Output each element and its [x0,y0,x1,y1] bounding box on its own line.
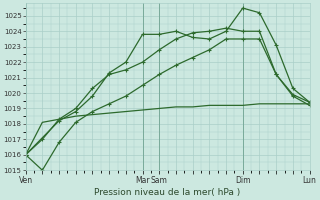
X-axis label: Pression niveau de la mer( hPa ): Pression niveau de la mer( hPa ) [94,188,241,197]
